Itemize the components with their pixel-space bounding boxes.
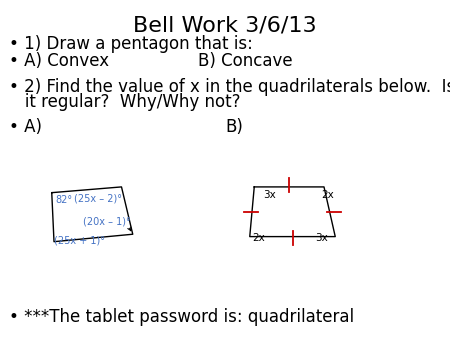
Text: it regular?  Why/Why not?: it regular? Why/Why not?: [9, 93, 240, 111]
Text: 2x: 2x: [322, 190, 334, 200]
Text: • ***The tablet password is: quadrilateral: • ***The tablet password is: quadrilater…: [9, 308, 354, 325]
Text: B) Concave: B) Concave: [198, 52, 292, 70]
Text: 3x: 3x: [315, 233, 328, 243]
Text: B): B): [225, 118, 243, 136]
Text: • A) Convex: • A) Convex: [9, 52, 109, 70]
Text: 3x: 3x: [263, 190, 276, 200]
Text: 2x: 2x: [252, 233, 265, 243]
Text: • A): • A): [9, 118, 42, 136]
Text: (25x – 2)°: (25x – 2)°: [74, 193, 122, 203]
Text: (20x – 1)°: (20x – 1)°: [83, 216, 131, 226]
Text: 82°: 82°: [55, 195, 72, 206]
Text: Bell Work 3/6/13: Bell Work 3/6/13: [133, 15, 317, 35]
Text: • 1) Draw a pentagon that is:: • 1) Draw a pentagon that is:: [9, 35, 253, 53]
Text: (25x + 1)°: (25x + 1)°: [54, 236, 105, 246]
Text: • 2) Find the value of x in the quadrilaterals below.  Is: • 2) Find the value of x in the quadrila…: [9, 78, 450, 96]
